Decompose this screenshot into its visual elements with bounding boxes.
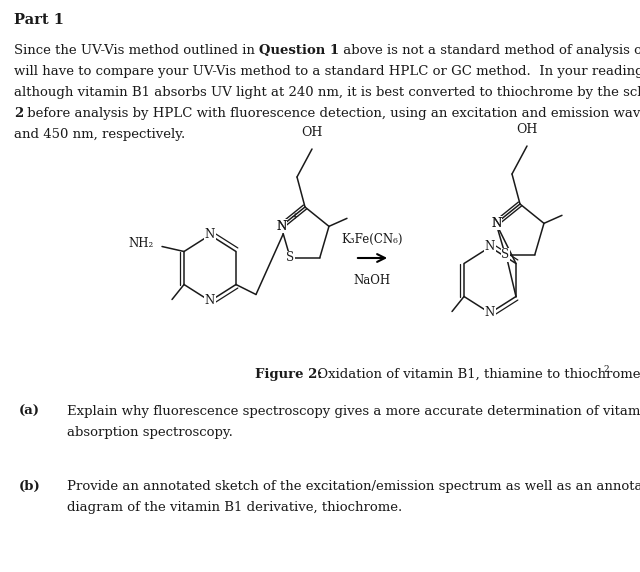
Text: (b): (b) — [19, 480, 41, 493]
Text: Since the UV-Vis method outlined in: Since the UV-Vis method outlined in — [14, 44, 259, 57]
Text: OH: OH — [516, 123, 538, 136]
Text: N: N — [205, 295, 215, 308]
Text: N: N — [276, 220, 286, 233]
Text: S: S — [501, 248, 509, 261]
Text: N: N — [485, 307, 495, 320]
Text: S: S — [286, 251, 294, 264]
Text: N: N — [205, 295, 215, 308]
Text: N: N — [485, 240, 495, 253]
Text: Explain why fluorescence spectroscopy gives a more accurate determination of vit: Explain why fluorescence spectroscopy gi… — [67, 405, 640, 418]
Text: N: N — [205, 228, 215, 241]
Text: K₃Fe(CN₆): K₃Fe(CN₆) — [341, 233, 403, 246]
Text: N: N — [491, 217, 501, 230]
Text: N: N — [276, 220, 286, 233]
Text: 2: 2 — [14, 107, 23, 120]
Text: Provide an annotated sketch of the excitation/emission spectrum as well as an an: Provide an annotated sketch of the excit… — [67, 480, 640, 493]
Text: N: N — [491, 217, 501, 230]
Text: NH₂: NH₂ — [129, 237, 154, 250]
Text: and 450 nm, respectively.: and 450 nm, respectively. — [14, 128, 185, 141]
Text: although vitamin B1 absorbs UV light at 240 nm, it is best converted to thiochro: although vitamin B1 absorbs UV light at … — [14, 86, 640, 99]
Text: N: N — [485, 240, 495, 253]
Text: Oxidation of vitamin B1, thiamine to thiochrome.: Oxidation of vitamin B1, thiamine to thi… — [313, 368, 640, 381]
Text: S: S — [501, 248, 509, 261]
Text: S: S — [286, 251, 294, 264]
Text: will have to compare your UV-Vis method to a standard HPLC or GC method.  In you: will have to compare your UV-Vis method … — [14, 65, 640, 78]
Text: N: N — [491, 217, 501, 230]
Text: (a): (a) — [19, 405, 40, 418]
Text: Figure 2:: Figure 2: — [255, 368, 323, 381]
Text: +: + — [291, 212, 300, 221]
Text: above is not a standard method of analysis of the vitamins you: above is not a standard method of analys… — [339, 44, 640, 57]
Text: 2: 2 — [603, 365, 609, 374]
Text: N: N — [276, 220, 286, 233]
Text: NH₂: NH₂ — [129, 237, 154, 250]
Text: OH: OH — [301, 126, 323, 139]
Text: absorption spectroscopy.: absorption spectroscopy. — [67, 426, 233, 439]
Text: N: N — [276, 220, 286, 233]
Text: N: N — [485, 307, 495, 320]
Text: before analysis by HPLC with fluorescence detection, using an excitation and emi: before analysis by HPLC with fluorescenc… — [23, 107, 640, 120]
Text: N: N — [205, 228, 215, 241]
Text: NaOH: NaOH — [353, 274, 390, 287]
Text: Part 1: Part 1 — [14, 13, 64, 27]
Text: Question 1: Question 1 — [259, 44, 339, 57]
Text: N: N — [491, 217, 501, 230]
Text: diagram of the vitamin B1 derivative, thiochrome.: diagram of the vitamin B1 derivative, th… — [67, 501, 403, 514]
